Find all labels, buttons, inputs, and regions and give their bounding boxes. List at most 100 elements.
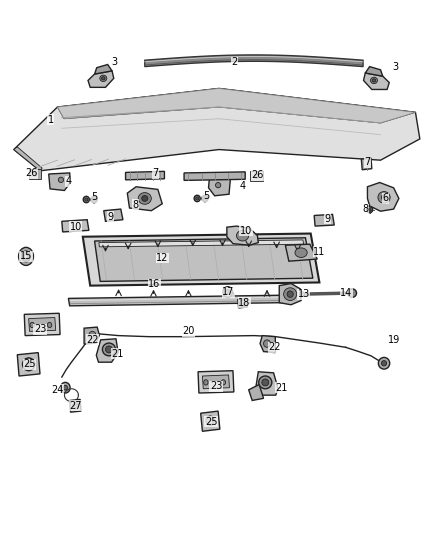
Polygon shape bbox=[17, 353, 40, 376]
Text: 21: 21 bbox=[276, 383, 288, 393]
Ellipse shape bbox=[24, 254, 28, 259]
Polygon shape bbox=[95, 64, 112, 74]
Polygon shape bbox=[68, 295, 284, 306]
Ellipse shape bbox=[300, 292, 304, 297]
Text: 24: 24 bbox=[51, 385, 64, 395]
Ellipse shape bbox=[371, 77, 378, 84]
Ellipse shape bbox=[26, 362, 31, 367]
Polygon shape bbox=[14, 88, 420, 171]
Polygon shape bbox=[99, 240, 304, 247]
Ellipse shape bbox=[92, 198, 95, 201]
Ellipse shape bbox=[30, 322, 34, 328]
Polygon shape bbox=[256, 372, 278, 395]
Ellipse shape bbox=[287, 291, 293, 297]
Text: 6: 6 bbox=[383, 193, 389, 204]
Text: 12: 12 bbox=[156, 253, 169, 263]
Text: 27: 27 bbox=[70, 401, 82, 411]
Ellipse shape bbox=[102, 343, 116, 356]
Polygon shape bbox=[49, 173, 71, 190]
Ellipse shape bbox=[142, 196, 148, 201]
Ellipse shape bbox=[21, 251, 30, 262]
Text: 2: 2 bbox=[231, 58, 237, 67]
Ellipse shape bbox=[47, 322, 52, 328]
Ellipse shape bbox=[259, 376, 272, 389]
Text: 14: 14 bbox=[340, 288, 353, 298]
Text: 5: 5 bbox=[203, 191, 209, 201]
Text: 9: 9 bbox=[324, 214, 330, 224]
Ellipse shape bbox=[138, 192, 151, 204]
Polygon shape bbox=[286, 244, 317, 261]
Text: 10: 10 bbox=[70, 222, 82, 232]
Ellipse shape bbox=[254, 174, 259, 178]
Ellipse shape bbox=[58, 177, 64, 182]
Ellipse shape bbox=[367, 206, 373, 213]
Text: 4: 4 bbox=[240, 181, 246, 191]
Polygon shape bbox=[201, 411, 220, 431]
Text: 19: 19 bbox=[388, 335, 400, 345]
Polygon shape bbox=[364, 73, 389, 90]
Polygon shape bbox=[260, 336, 276, 353]
Ellipse shape bbox=[22, 358, 35, 370]
Text: 26: 26 bbox=[251, 170, 264, 180]
Text: 23: 23 bbox=[34, 324, 46, 334]
Ellipse shape bbox=[240, 300, 246, 306]
Text: 17: 17 bbox=[223, 287, 235, 297]
Text: 3: 3 bbox=[393, 62, 399, 72]
Ellipse shape bbox=[204, 379, 208, 385]
Ellipse shape bbox=[85, 198, 88, 201]
Ellipse shape bbox=[381, 195, 387, 200]
Ellipse shape bbox=[206, 416, 215, 425]
Polygon shape bbox=[367, 182, 399, 211]
Polygon shape bbox=[127, 187, 162, 211]
Text: 25: 25 bbox=[205, 417, 217, 427]
Polygon shape bbox=[279, 284, 301, 305]
Ellipse shape bbox=[226, 289, 230, 294]
Ellipse shape bbox=[204, 197, 207, 200]
Ellipse shape bbox=[215, 182, 221, 188]
Text: 4: 4 bbox=[65, 176, 71, 187]
Text: 7: 7 bbox=[152, 168, 159, 179]
Text: 7: 7 bbox=[364, 157, 371, 167]
Text: 3: 3 bbox=[111, 57, 117, 67]
Ellipse shape bbox=[83, 196, 89, 203]
Ellipse shape bbox=[63, 385, 67, 390]
Text: 8: 8 bbox=[132, 200, 138, 210]
Text: 26: 26 bbox=[25, 168, 37, 179]
Ellipse shape bbox=[202, 195, 208, 201]
Ellipse shape bbox=[221, 379, 226, 385]
Ellipse shape bbox=[237, 230, 249, 241]
Polygon shape bbox=[24, 313, 60, 336]
Text: 11: 11 bbox=[313, 247, 325, 256]
Ellipse shape bbox=[295, 248, 307, 257]
Polygon shape bbox=[96, 339, 118, 362]
Polygon shape bbox=[208, 178, 230, 196]
Polygon shape bbox=[95, 238, 313, 281]
Ellipse shape bbox=[284, 288, 297, 301]
Text: 18: 18 bbox=[238, 297, 251, 308]
Ellipse shape bbox=[194, 195, 200, 201]
Polygon shape bbox=[104, 209, 123, 221]
Polygon shape bbox=[88, 71, 114, 87]
Text: 8: 8 bbox=[363, 204, 369, 214]
Polygon shape bbox=[145, 55, 363, 67]
Ellipse shape bbox=[89, 332, 96, 339]
Ellipse shape bbox=[372, 79, 376, 82]
Ellipse shape bbox=[73, 402, 79, 409]
Ellipse shape bbox=[91, 196, 97, 203]
Polygon shape bbox=[198, 370, 234, 393]
Polygon shape bbox=[84, 327, 99, 344]
Polygon shape bbox=[28, 318, 56, 332]
Polygon shape bbox=[238, 298, 247, 308]
Polygon shape bbox=[57, 88, 416, 123]
Ellipse shape bbox=[262, 379, 269, 386]
Ellipse shape bbox=[223, 287, 233, 297]
Polygon shape bbox=[126, 171, 164, 180]
Ellipse shape bbox=[264, 340, 271, 348]
Ellipse shape bbox=[368, 208, 371, 211]
Polygon shape bbox=[314, 214, 334, 226]
Ellipse shape bbox=[381, 361, 387, 366]
Ellipse shape bbox=[378, 358, 390, 369]
Polygon shape bbox=[14, 147, 42, 171]
Polygon shape bbox=[28, 168, 41, 179]
Text: 25: 25 bbox=[23, 359, 36, 369]
